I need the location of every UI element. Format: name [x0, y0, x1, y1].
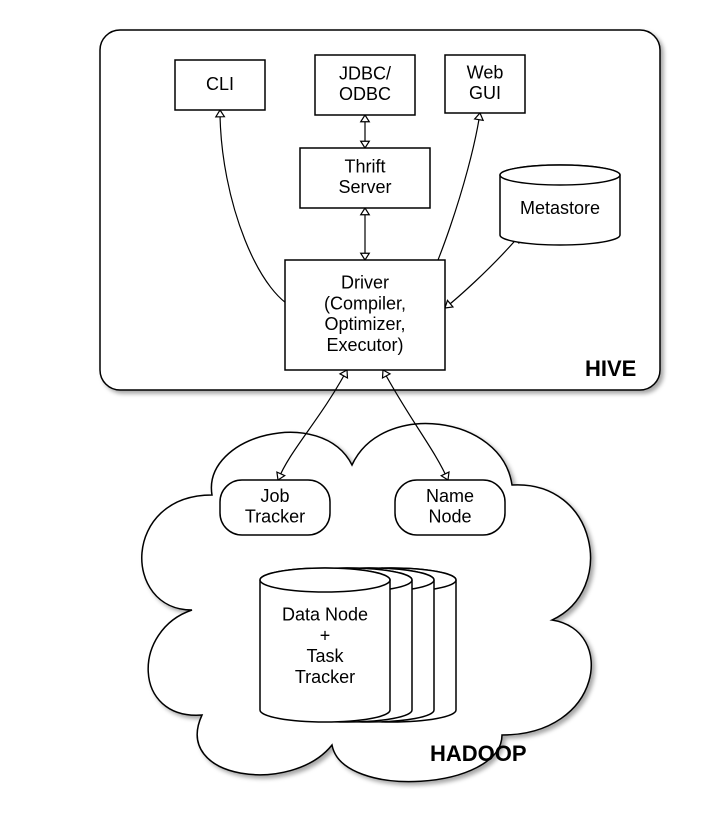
region-hive-label: HIVE — [585, 356, 636, 381]
node-driver-text: Driver — [341, 273, 389, 293]
node-datanode-text: Data Node — [282, 605, 368, 625]
node-thrift-text: Thrift — [344, 156, 385, 176]
node-namenode-text: Node — [428, 507, 471, 527]
node-datanode: Data Node+TaskTracker — [260, 568, 456, 722]
node-thrift: ThriftServer — [300, 148, 430, 208]
node-jdbc: JDBC/ODBC — [315, 55, 415, 115]
node-driver-text: (Compiler, — [324, 293, 406, 313]
node-metastore-text: Metastore — [520, 198, 600, 218]
node-cli: CLI — [175, 60, 265, 110]
node-namenode: NameNode — [395, 480, 505, 535]
node-driver-text: Optimizer, — [324, 314, 405, 334]
node-jobtracker-text: Job — [260, 486, 289, 506]
node-datanode-0-top — [260, 568, 390, 592]
node-datanode-text: + — [320, 625, 331, 645]
node-jobtracker: JobTracker — [220, 480, 330, 535]
node-jdbc-text: JDBC/ — [339, 63, 391, 83]
node-metastore-top — [500, 165, 620, 185]
region-hadoop-label: HADOOP — [430, 741, 527, 766]
node-metastore: Metastore — [500, 165, 620, 245]
node-webgui-text: Web — [467, 62, 504, 82]
node-driver-text: Executor) — [326, 335, 403, 355]
node-datanode-text: Task — [306, 646, 344, 666]
node-webgui: WebGUI — [445, 55, 525, 113]
node-webgui-text: GUI — [469, 83, 501, 103]
node-datanode-text: Tracker — [295, 667, 355, 687]
node-thrift-text: Server — [338, 177, 391, 197]
node-jdbc-text: ODBC — [339, 84, 391, 104]
node-jobtracker-text: Tracker — [245, 507, 305, 527]
node-namenode-text: Name — [426, 486, 474, 506]
node-driver: Driver(Compiler,Optimizer,Executor) — [285, 260, 445, 370]
node-cli-text: CLI — [206, 74, 234, 94]
architecture-diagram: HIVE HADOOP CLI JDBC/ODBC WebGUI ThriftServ… — [0, 0, 725, 827]
